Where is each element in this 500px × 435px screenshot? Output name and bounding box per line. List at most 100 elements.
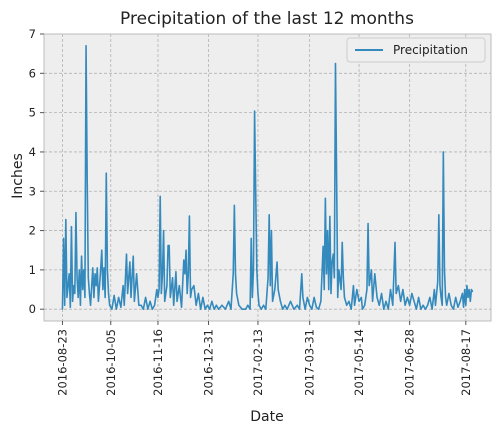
data-point <box>224 308 226 310</box>
data-point <box>236 292 238 295</box>
data-point <box>197 292 199 295</box>
data-point <box>361 308 364 310</box>
data-point <box>364 304 366 306</box>
data-point <box>395 292 397 295</box>
data-point <box>457 306 459 308</box>
data-point <box>279 300 282 302</box>
data-point <box>325 273 328 275</box>
data-point <box>448 292 450 295</box>
data-point <box>336 174 338 177</box>
data-point <box>160 292 162 295</box>
chart-title: Precipitation of the last 12 months <box>120 9 414 29</box>
data-point <box>367 222 369 225</box>
data-point <box>320 300 322 302</box>
data-point <box>422 304 424 306</box>
data-point <box>400 300 402 302</box>
data-point <box>191 288 193 291</box>
data-point <box>65 218 67 221</box>
data-point <box>302 296 304 299</box>
data-point <box>446 304 448 306</box>
data-point <box>358 300 360 302</box>
data-point <box>389 288 392 291</box>
data-point <box>80 255 83 257</box>
data-point <box>429 296 431 299</box>
data-point <box>189 296 192 299</box>
data-point <box>293 308 295 310</box>
data-point <box>340 288 342 291</box>
data-point <box>274 288 276 291</box>
data-point <box>461 292 464 295</box>
data-point <box>147 308 149 310</box>
data-point <box>84 296 86 299</box>
data-point <box>69 306 71 308</box>
data-point <box>286 308 288 310</box>
data-point <box>313 296 315 299</box>
data-point <box>341 241 343 243</box>
data-point <box>213 308 215 310</box>
data-point <box>87 277 89 279</box>
data-point <box>86 176 88 179</box>
y-tick-label: 2 <box>29 224 36 238</box>
data-point <box>327 229 329 232</box>
data-point <box>130 296 132 299</box>
data-point <box>106 269 108 271</box>
data-point <box>309 304 311 306</box>
data-point <box>215 304 217 306</box>
x-tick-label: 2017-05-14 <box>352 329 366 396</box>
data-point <box>159 195 161 197</box>
data-point <box>171 277 174 279</box>
data-point <box>434 304 437 306</box>
data-point <box>109 304 111 306</box>
data-point <box>94 273 96 275</box>
data-point <box>330 292 332 295</box>
data-point <box>75 211 77 214</box>
data-point <box>103 267 105 269</box>
data-point <box>462 306 465 308</box>
data-point <box>249 308 251 310</box>
data-point <box>444 296 447 299</box>
data-point <box>115 308 117 310</box>
data-point <box>289 300 292 302</box>
data-point <box>282 308 284 310</box>
data-point <box>233 204 235 207</box>
x-tick-label: 2017-02-13 <box>251 329 265 396</box>
data-point <box>338 269 340 271</box>
data-point <box>178 285 180 287</box>
data-point <box>169 296 171 299</box>
data-point <box>466 285 468 287</box>
data-point <box>188 215 191 217</box>
x-tick-label: 2017-08-17 <box>459 329 473 396</box>
data-point <box>437 281 439 283</box>
x-tick-label: 2016-11-16 <box>151 329 165 396</box>
data-point <box>459 300 461 302</box>
data-point <box>241 308 243 310</box>
data-point <box>175 271 177 273</box>
data-point <box>62 237 65 240</box>
data-point <box>328 288 330 291</box>
data-point <box>387 308 389 310</box>
data-point <box>145 296 147 299</box>
data-point <box>471 290 474 293</box>
data-point <box>409 304 411 306</box>
data-point <box>122 285 124 287</box>
data-point <box>276 261 278 263</box>
data-point <box>342 277 344 279</box>
x-axis-label: Date <box>250 409 283 425</box>
data-point <box>89 304 92 306</box>
data-point <box>167 244 169 247</box>
data-point <box>350 308 352 310</box>
data-point <box>204 308 206 310</box>
data-point <box>433 288 435 291</box>
data-point <box>443 269 446 271</box>
data-point <box>271 300 274 302</box>
data-point <box>161 273 164 275</box>
data-point <box>262 304 265 306</box>
data-point <box>183 259 185 261</box>
data-point <box>306 296 308 299</box>
y-tick-label: 3 <box>29 184 36 198</box>
data-point <box>346 304 348 306</box>
data-point <box>129 261 131 263</box>
data-point <box>140 304 142 306</box>
data-point <box>352 285 355 287</box>
